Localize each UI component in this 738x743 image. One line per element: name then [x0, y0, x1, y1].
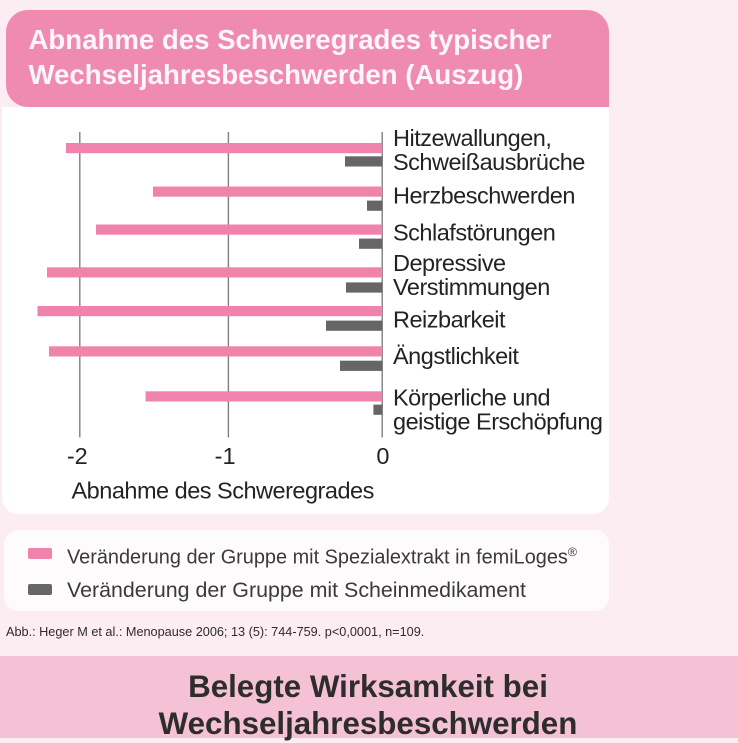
- svg-text:Verstimmungen: Verstimmungen: [393, 274, 550, 300]
- svg-text:Abnahme des Schweregrades: Abnahme des Schweregrades: [72, 478, 374, 504]
- svg-text:Schlafstörungen: Schlafstörungen: [393, 220, 555, 246]
- svg-text:Herzbeschwerden: Herzbeschwerden: [393, 183, 575, 209]
- svg-text:Hitzewallungen,: Hitzewallungen,: [393, 125, 551, 151]
- svg-text:geistige Erschöpfung: geistige Erschöpfung: [393, 409, 602, 435]
- svg-text:Körperliche und: Körperliche und: [393, 385, 550, 411]
- svg-text:Depressive: Depressive: [393, 250, 506, 276]
- svg-text:Schweißausbrüche: Schweißausbrüche: [393, 149, 585, 175]
- svg-text:-2: -2: [67, 443, 88, 469]
- svg-text:Ängstlichkeit: Ängstlichkeit: [393, 343, 519, 369]
- svg-text:0: 0: [376, 443, 389, 469]
- svg-text:Reizbarkeit: Reizbarkeit: [393, 307, 506, 333]
- svg-text:-1: -1: [215, 443, 236, 469]
